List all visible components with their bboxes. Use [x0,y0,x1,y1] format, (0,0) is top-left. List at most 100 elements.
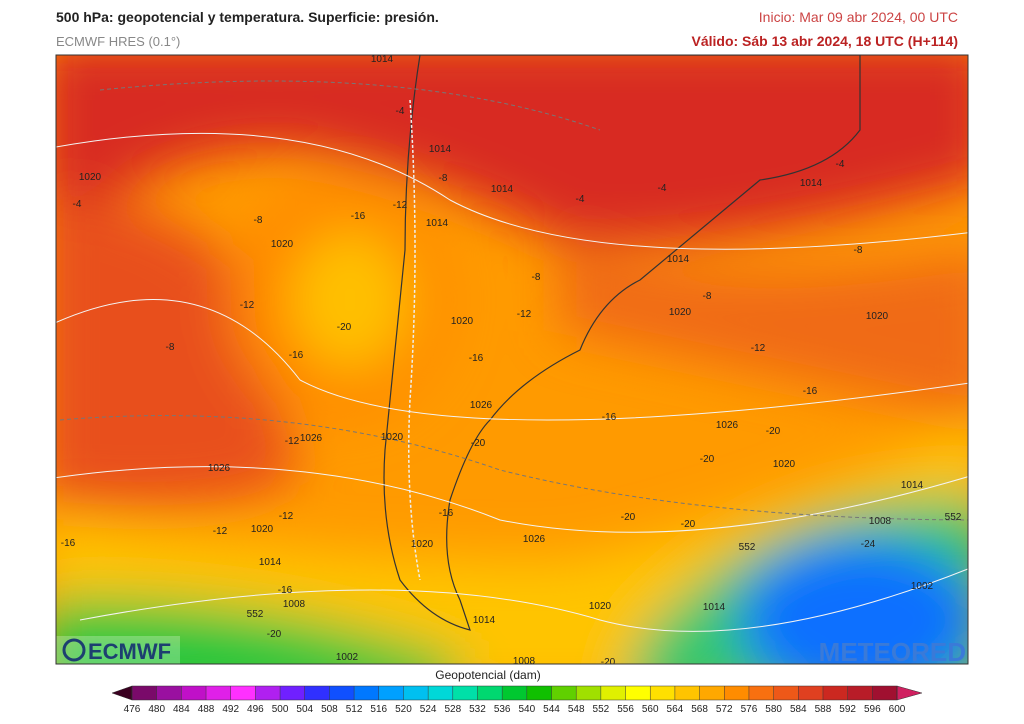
contour-label: -16 [278,585,293,596]
colorbar-bin [255,686,281,700]
colorbar-tick-label: 484 [173,704,190,715]
colorbar-tick-label: 516 [370,704,387,715]
colorbar-tick-label: 552 [593,704,610,715]
contour-label: 1002 [911,581,934,592]
contour-label: -4 [836,159,845,170]
contour-label: -24 [861,539,876,550]
colorbar-bin [230,686,256,700]
colorbar-tick-label: 536 [494,704,511,715]
colorbar-tick-label: 492 [222,704,239,715]
contour-label: -8 [439,173,448,184]
contour-label: 1008 [283,599,306,610]
colorbar-bin [378,686,404,700]
contour-label: -20 [267,629,282,640]
contour-label: 1014 [800,178,823,189]
colorbar-bin [872,686,897,700]
contour-label: 552 [739,542,756,553]
contour-label: 1020 [773,459,796,470]
contour-label: -16 [602,412,617,423]
colorbar-bin [724,686,749,700]
colorbar-bin [798,686,823,700]
colorbar-tick-label: 544 [543,704,560,715]
colorbar-tick-label: 512 [346,704,363,715]
colorbar-title: Geopotencial (dam) [435,668,540,682]
contour-label: 1020 [589,601,612,612]
map: 1014 -4 1014 -8 1014 1020 -4 -8 -16 -12 1014 1020 -4… [56,54,968,668]
contour-label: -12 [751,343,766,354]
contour-label: -4 [658,183,667,194]
colorbar-tick-label: 548 [568,704,585,715]
contour-label: -16 [469,353,484,364]
contour-label: -20 [601,657,616,668]
contour-label: -12 [517,309,532,320]
colorbar-tick-label: 520 [395,704,412,715]
contour-label: 1026 [208,463,231,474]
contour-label: 1020 [411,539,434,550]
contour-label: 1014 [426,218,449,229]
colorbar-bin [674,686,700,700]
colorbar-bin [280,686,305,700]
contour-label: 1014 [259,557,282,568]
contour-label: -4 [396,106,405,117]
colorbar-bin [551,686,577,700]
colorbar-tick-label: 496 [247,704,264,715]
contour-label: -16 [439,508,454,519]
contour-label: -20 [471,438,486,449]
meteored-logo: METEORED [819,637,966,667]
colorbar-bin [403,686,429,700]
colorbar-bin [428,686,453,700]
colorbar-bin [822,686,848,700]
colorbar-bin [206,686,231,700]
colorbar-bin [773,686,799,700]
contour-label: -20 [681,519,696,530]
colorbar-bin [329,686,355,700]
contour-label: -4 [576,194,585,205]
contour-label: 1026 [300,433,323,444]
contour-label: 552 [945,512,962,523]
colorbar-bin [526,686,552,700]
colorbar-tick-label: 488 [198,704,215,715]
colorbar-tick-label: 504 [296,704,313,715]
colorbar-tick-label: 540 [518,704,535,715]
colorbar-under [111,685,133,701]
colorbar-tick-label: 584 [790,704,807,715]
colorbar-bin [650,686,675,700]
colorbar-tick-label: 532 [469,704,486,715]
colorbar-bin [132,686,157,700]
contour-label: 1020 [381,432,404,443]
colorbar-bin [181,686,207,700]
contour-label: 1020 [79,172,102,183]
contour-label: -8 [166,342,175,353]
colorbar-bin [600,686,626,700]
contour-label: 1014 [371,54,394,65]
contour-label: 1014 [473,615,496,626]
contour-label: -20 [337,322,352,333]
contour-label: -12 [393,200,408,211]
contour-label: -8 [532,272,541,283]
contour-label: -16 [289,350,304,361]
contour-label: -20 [621,512,636,523]
colorbar-over [896,685,923,701]
contour-label: 1026 [470,400,493,411]
colorbar-tick-label: 528 [444,704,461,715]
colorbar-tick-label: 500 [272,704,289,715]
contour-label: 1020 [669,307,692,318]
colorbar-bin [748,686,774,700]
contour-label: -16 [803,386,818,397]
colorbar-tick-label: 588 [815,704,832,715]
colorbar-bin [847,686,873,700]
contour-label: -8 [854,245,863,256]
contour-label: 1002 [336,652,359,663]
valid-time: Válido: Sáb 13 abr 2024, 18 UTC (H+114) [691,33,958,49]
contour-label: -12 [279,511,294,522]
colorbar-bin [156,686,182,700]
ecmwf-logo: ECMWF [88,639,171,664]
contour-label: 1008 [513,656,536,667]
contour-label: 1020 [866,311,889,322]
colorbar-tick-label: 560 [642,704,659,715]
colorbar-tick-label: 596 [864,704,881,715]
map-frame [55,54,969,665]
colorbar-tick-label: 476 [124,704,141,715]
contour-label: -8 [254,215,263,226]
